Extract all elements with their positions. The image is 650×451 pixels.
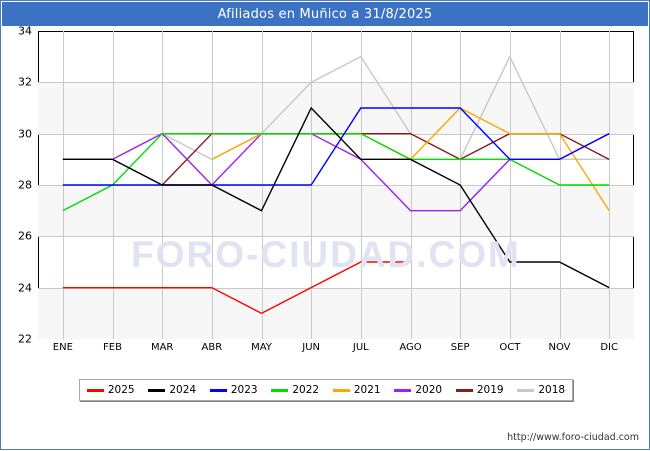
x-axis-tick-label: SEP	[450, 342, 470, 353]
series-lines	[62, 55, 610, 315]
legend-item-2023[interactable]: 2023	[209, 384, 258, 396]
plot-band	[38, 185, 634, 237]
legend-item-2022[interactable]: 2022	[271, 384, 319, 396]
x-axis-tick-label: JUN	[302, 342, 321, 353]
x-axis-tick-label: AGO	[399, 342, 422, 353]
x-axis-tick-label: NOV	[548, 342, 571, 353]
y-axis-tick-label: 24	[18, 281, 32, 295]
legend-label: 2020	[415, 384, 443, 396]
legend-item-2024[interactable]: 2024	[148, 384, 196, 396]
legend-swatch-icon	[455, 388, 473, 392]
y-axis-tick-label: 22	[18, 332, 32, 346]
legend-swatch-icon	[394, 388, 412, 392]
x-axis-tick-label: DIC	[600, 342, 618, 353]
gridline-vertical	[510, 31, 511, 339]
legend-swatch-icon	[86, 388, 104, 392]
y-axis-labels: 22 24 26 28 30 32 34	[1, 1, 36, 451]
legend-label: 2019	[476, 384, 504, 396]
legend-swatch-icon	[517, 388, 535, 392]
legend-item-2020[interactable]: 2020	[394, 384, 442, 396]
chart-legend: 2025 2024 2023 2022 2021 2020 2019 2018	[79, 379, 573, 401]
y-axis-tick-label: 34	[18, 24, 32, 38]
y-axis-tick-label: 30	[18, 127, 32, 141]
legend-label: 2021	[353, 384, 381, 396]
x-axis-tick-label: ENE	[52, 342, 73, 353]
gridline-horizontal	[38, 236, 634, 237]
gridline-vertical	[361, 31, 362, 339]
series-line-2024	[62, 106, 610, 289]
x-axis-tick-label: MAR	[150, 342, 174, 353]
legend-swatch-icon	[148, 388, 166, 392]
x-axis-tick-label: FEB	[103, 342, 122, 353]
window-title-bar: Afiliados en Muñico a 31/8/2025	[2, 2, 648, 26]
y-axis-tick-label: 32	[18, 75, 32, 89]
x-axis-tick-label: OCT	[499, 342, 521, 353]
legend-item-2019[interactable]: 2019	[455, 384, 504, 396]
y-axis-tick-label: 28	[18, 178, 32, 192]
footer-url: http://www.foro-ciudad.com	[507, 432, 639, 443]
x-axis-tick-label: MAY	[251, 342, 272, 353]
gridline-vertical	[411, 31, 412, 339]
x-axis-labels: ENE FEB MAR ABR MAY JUN JUL AGO SEP OCT NOV DIC	[1, 342, 650, 360]
series-line-2023	[62, 107, 610, 186]
plot-band	[38, 287, 634, 339]
series-line-2025	[62, 261, 411, 315]
gridline-vertical	[609, 31, 610, 339]
legend-swatch-icon	[332, 388, 350, 392]
legend-swatch-icon	[271, 388, 289, 392]
legend-label: 2025	[107, 384, 135, 396]
legend-item-2018[interactable]: 2018	[517, 384, 565, 396]
gridline-horizontal	[38, 82, 634, 83]
x-axis-tick-label: ABR	[201, 342, 223, 353]
legend-label: 2024	[169, 384, 197, 396]
legend-item-2021[interactable]: 2021	[332, 384, 381, 396]
legend-label: 2022	[292, 384, 320, 396]
legend-label: 2023	[230, 384, 258, 396]
legend-swatch-icon	[209, 388, 227, 392]
y-axis-tick-label: 26	[18, 229, 32, 243]
gridline-horizontal	[38, 185, 634, 186]
gridline-horizontal	[38, 288, 634, 289]
legend-label: 2018	[538, 384, 566, 396]
plot-area	[38, 31, 634, 339]
legend-item-2025[interactable]: 2025	[86, 384, 135, 396]
x-axis-tick-label: JUL	[352, 342, 369, 353]
page-title: Afiliados en Muñico a 31/8/2025	[217, 6, 433, 22]
